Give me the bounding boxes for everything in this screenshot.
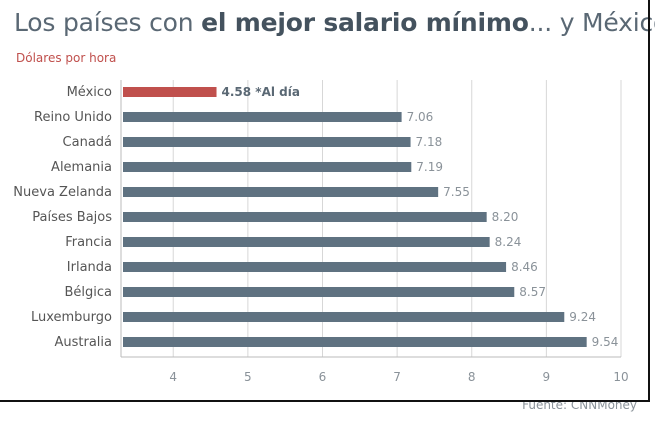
x-tick-label: 10	[613, 370, 628, 384]
bar	[123, 237, 490, 247]
x-tick-label: 7	[393, 370, 401, 384]
bar	[123, 312, 565, 322]
category-label: Reino Unido	[34, 110, 112, 125]
bar	[123, 337, 587, 347]
x-tick-label: 6	[319, 370, 327, 384]
bar	[123, 287, 515, 297]
x-tick-label: 4	[169, 370, 177, 384]
chart-subtitle: Dólares por hora	[16, 51, 117, 65]
category-label: Luxemburgo	[31, 310, 112, 325]
category-label: Australia	[54, 335, 112, 350]
frame-edge-right	[648, 0, 650, 400]
category-label: Irlanda	[67, 260, 112, 275]
x-tick-label: 9	[543, 370, 551, 384]
category-label: Nueva Zelanda	[13, 185, 112, 200]
bar	[123, 262, 507, 272]
data-label: 7.06	[407, 110, 434, 124]
data-label: 9.24	[569, 310, 596, 324]
category-label: Alemania	[51, 160, 112, 175]
data-label: 8.20	[492, 210, 519, 224]
bar	[123, 212, 487, 222]
data-label: 7.18	[416, 135, 443, 149]
category-label: Francia	[65, 235, 112, 250]
bar	[123, 112, 402, 122]
data-label: 8.57	[519, 285, 546, 299]
category-label: Bélgica	[64, 285, 112, 300]
data-label: 7.55	[443, 185, 470, 199]
category-label: México	[67, 85, 112, 100]
title-bold: el mejor salario mínimo	[201, 8, 529, 37]
x-tick-label: 8	[468, 370, 476, 384]
bar	[123, 87, 217, 97]
chart-title: Los países con el mejor salario mínimo..…	[14, 8, 655, 37]
title-post: ... y México	[528, 8, 655, 37]
data-label: 8.24	[495, 235, 522, 249]
data-label: 9.54	[592, 335, 619, 349]
data-label: 7.19	[416, 160, 443, 174]
title-pre: Los países con	[14, 8, 202, 37]
bar	[123, 187, 439, 197]
data-label: 4.58 *Al día	[222, 85, 300, 99]
bar	[123, 162, 412, 172]
frame-edge-bottom	[0, 400, 650, 402]
x-tick-label: 5	[244, 370, 252, 384]
category-label: Países Bajos	[32, 210, 112, 225]
category-label: Canadá	[63, 135, 112, 150]
data-label: 8.46	[511, 260, 538, 274]
bar	[123, 137, 411, 147]
